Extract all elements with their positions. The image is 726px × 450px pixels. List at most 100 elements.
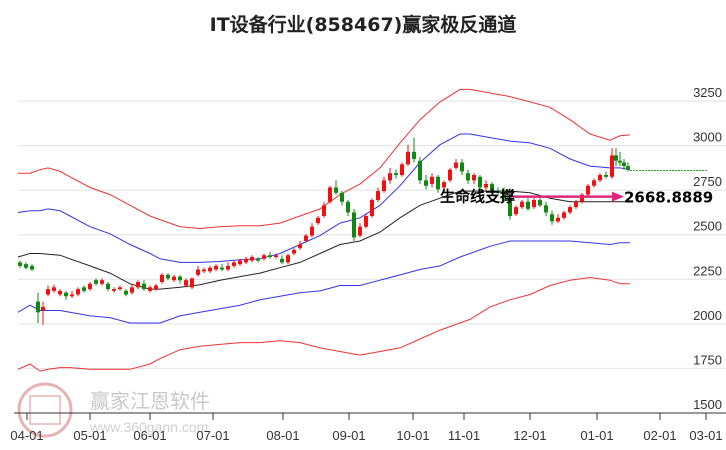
watermark-text: 赢家江恩软件 <box>90 389 210 413</box>
candle-up <box>202 269 206 272</box>
y-axis: 1500 1750 2000 2250 2500 2750 3000 3250 <box>693 85 722 412</box>
candle-up <box>514 207 518 215</box>
candle-down <box>36 301 40 313</box>
candle-down <box>424 180 428 186</box>
candle-up <box>556 217 560 222</box>
x-tick-label: 11-01 <box>448 428 480 443</box>
candle-down <box>466 173 470 181</box>
candle-down <box>550 214 554 222</box>
candle-up <box>148 287 152 291</box>
candle-down <box>64 292 68 297</box>
arrow-head-icon <box>612 191 624 202</box>
candle-up <box>322 205 326 217</box>
candle-down <box>340 192 344 202</box>
candle-up <box>88 283 92 290</box>
candle-up <box>58 290 62 295</box>
candlesticks <box>18 137 708 325</box>
candle-up <box>136 281 140 288</box>
candle-down <box>106 283 110 290</box>
x-tick-label: 09-01 <box>332 428 365 443</box>
candle-down <box>626 166 630 170</box>
chart-title: IT设备行业(858467)赢家极反通道 <box>209 14 517 36</box>
candle-down <box>142 283 146 290</box>
candle-up <box>406 151 410 165</box>
candle-up <box>100 280 104 284</box>
grid-lines <box>18 100 726 414</box>
candle-down <box>280 258 284 263</box>
candle-up <box>568 207 572 213</box>
candle-down <box>460 162 464 172</box>
candle-up <box>214 265 218 270</box>
x-tick-label: 03-01 <box>689 428 722 443</box>
candle-down <box>268 255 272 258</box>
support-annotation: 生命线支撑 2668.8889 <box>440 188 713 207</box>
candle-up <box>226 265 230 270</box>
candle-up <box>262 255 266 259</box>
midline-line <box>17 190 630 290</box>
watermark-logo-icon <box>17 382 73 438</box>
channel-bands <box>17 88 631 372</box>
candle-down <box>614 155 618 161</box>
candle-down <box>82 287 86 291</box>
candle-up <box>304 235 308 241</box>
y-tick-label: 1750 <box>693 352 722 367</box>
candle-up <box>442 182 446 188</box>
candle-up <box>238 260 242 265</box>
support-value: 2668.8889 <box>624 189 713 207</box>
y-tick-label: 3250 <box>693 85 722 100</box>
candle-down <box>490 183 494 192</box>
candle-up <box>274 255 278 258</box>
inner-upper-line <box>17 133 631 263</box>
inner-lower-line <box>17 240 630 324</box>
candle-up <box>472 175 476 181</box>
candle-down <box>478 176 482 188</box>
candle-down <box>526 201 530 209</box>
y-tick-label: 3000 <box>693 130 722 145</box>
candle-up <box>400 164 404 176</box>
candle-up <box>580 194 584 202</box>
candle-up <box>286 255 290 263</box>
candle-up <box>586 185 590 195</box>
candle-down <box>496 191 500 193</box>
candle-up <box>41 306 45 311</box>
candle-down <box>30 265 34 270</box>
candle-down <box>544 205 548 213</box>
candle-up <box>370 199 374 217</box>
candle-down <box>220 267 224 270</box>
support-label: 生命线支撑 <box>440 188 515 206</box>
candle-up <box>448 169 452 181</box>
y-tick-label: 2500 <box>693 219 722 234</box>
candle-up <box>388 173 392 181</box>
x-tick-label: 08-01 <box>266 428 299 443</box>
candle-down <box>412 151 416 159</box>
y-tick-label: 2750 <box>693 174 722 189</box>
candle-down <box>352 212 356 238</box>
candle-down <box>24 264 28 268</box>
candle-up <box>292 249 296 254</box>
candle-up <box>46 289 50 295</box>
x-tick-label: 05-01 <box>73 428 106 443</box>
watermark: 赢家江恩软件 www.360gann.com <box>17 382 210 438</box>
candle-up <box>610 155 614 177</box>
y-tick-label: 1500 <box>693 397 722 412</box>
candle-down <box>178 276 182 281</box>
candle-up <box>184 280 188 286</box>
candle-down <box>622 162 626 167</box>
candle-up <box>562 212 566 218</box>
candle-up <box>430 176 434 184</box>
candle-down <box>502 191 506 199</box>
x-axis: 04-01 05-01 06-01 07-01 08-01 09-01 10-01 11-01… <box>10 412 726 443</box>
candle-up <box>118 287 122 290</box>
candle-down <box>418 160 422 181</box>
candle-up <box>232 262 236 266</box>
candle-up <box>70 294 74 297</box>
x-tick-label: 01-01 <box>580 428 613 443</box>
outer-upper-line <box>18 88 631 230</box>
candle-up <box>598 175 602 181</box>
candle-up <box>592 180 596 186</box>
candle-up <box>520 201 524 208</box>
candle-up <box>154 285 158 290</box>
candle-down <box>508 198 512 217</box>
candle-up <box>190 278 194 288</box>
